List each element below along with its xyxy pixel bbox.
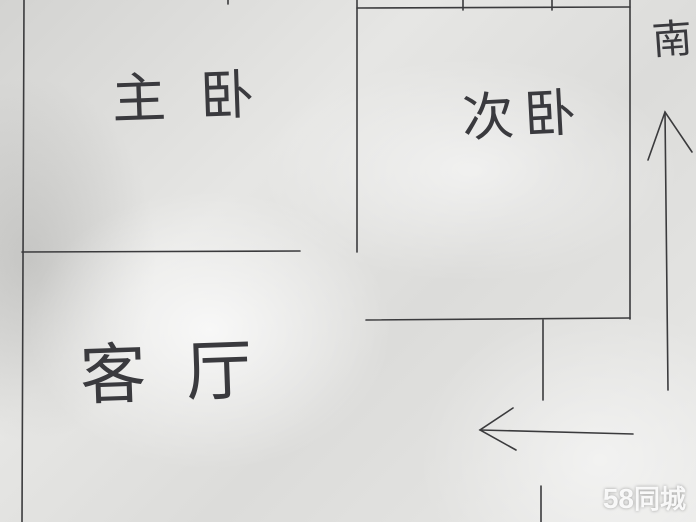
living-room-label: 客厅	[78, 330, 294, 415]
wall-second-top	[356, 6, 631, 9]
arrow-up-icon	[647, 110, 693, 391]
watermark-text: 同城	[633, 484, 686, 514]
arrow-left-icon	[478, 407, 634, 451]
master-bedroom-label: 主卧	[110, 61, 290, 132]
wall-left	[21, 0, 25, 522]
window-mark	[462, 0, 553, 11]
wall-second-bottom	[365, 317, 631, 321]
second-bedroom-label: 次卧	[460, 82, 588, 150]
watermark-number: 58	[602, 483, 634, 514]
58-tongcheng-watermark: 58同城	[603, 479, 686, 516]
wall-master-bottom	[21, 250, 301, 253]
south-direction-label: 南	[650, 15, 694, 65]
